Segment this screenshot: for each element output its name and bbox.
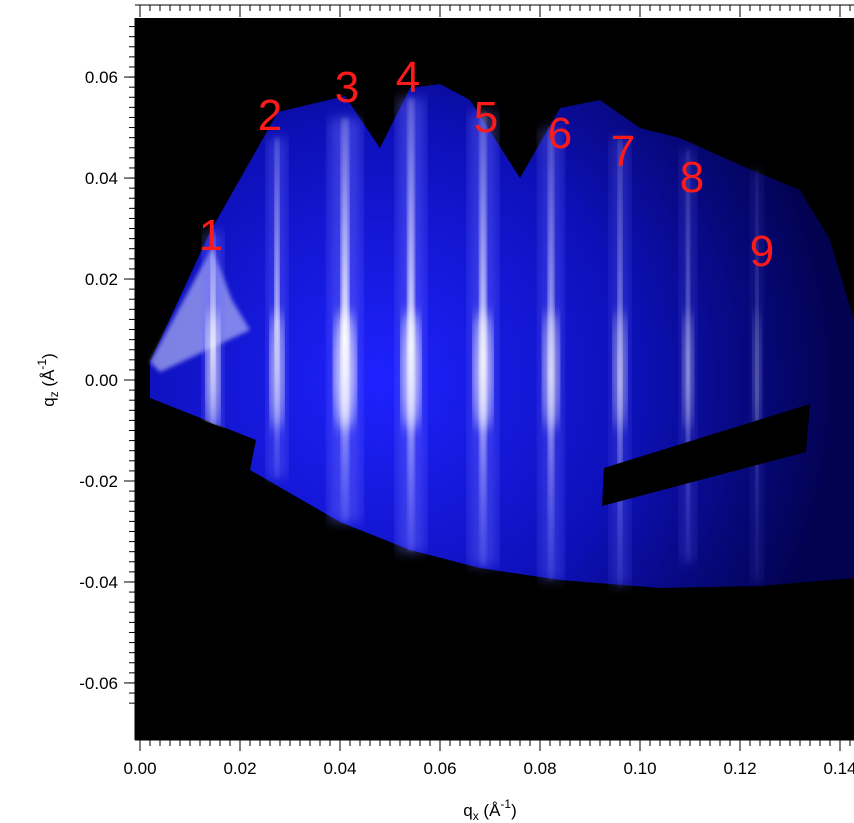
x-label-mid: (Å <box>479 801 501 820</box>
x-tick-label: 0.14 <box>823 759 854 778</box>
rod-peak <box>473 310 493 430</box>
y-tick-label: 0.04 <box>85 169 118 188</box>
y-label-base: q <box>39 397 58 406</box>
rod-peak <box>543 310 559 430</box>
x-tick-label: 0.06 <box>423 759 456 778</box>
rod-peak <box>334 310 356 430</box>
x-tick-label: 0.04 <box>323 759 356 778</box>
x-tick-label: 0.12 <box>723 759 756 778</box>
rod-peak <box>270 310 284 430</box>
y-tick-label: 0.06 <box>85 68 118 87</box>
peak-label: 4 <box>396 53 420 102</box>
peak-label: 8 <box>680 153 704 202</box>
detector-image <box>135 18 854 740</box>
x-tick-label: 0.10 <box>623 759 656 778</box>
peak-label: 2 <box>258 91 282 140</box>
rod-peak <box>753 310 761 430</box>
rod-peak <box>682 310 694 430</box>
y-tick-label: 0.00 <box>85 371 118 390</box>
rod-peak <box>206 310 220 430</box>
y-label-mid: (Å <box>39 369 58 391</box>
beamstop <box>150 400 255 470</box>
peak-label: 7 <box>611 127 635 176</box>
peak-label: 5 <box>474 93 498 142</box>
x-label-sub: x <box>473 809 479 823</box>
y-tick-label: 0.02 <box>85 270 118 289</box>
peak-label: 6 <box>548 109 572 158</box>
x-axis-label: qx (Å-1) <box>463 797 517 823</box>
x-label-sup: -1 <box>500 797 511 811</box>
x-tick-label: 0.08 <box>523 759 556 778</box>
bragg-rod <box>274 138 280 478</box>
rod-peak <box>613 310 627 430</box>
x-label-base: q <box>463 801 472 820</box>
peak-label: 3 <box>335 63 359 112</box>
y-label-end: ) <box>39 353 58 359</box>
detector-gap <box>602 404 810 506</box>
y-tick-label: -0.02 <box>79 472 118 491</box>
peak-label: 1 <box>199 211 223 260</box>
y-tick-label: -0.06 <box>79 674 118 693</box>
bright-wedge <box>150 248 250 372</box>
y-label-sub: z <box>47 391 61 397</box>
x-label-end: ) <box>511 801 517 820</box>
rod-peak <box>401 310 421 430</box>
y-label-sup: -1 <box>35 359 49 370</box>
y-tick-label: -0.04 <box>79 573 118 592</box>
peak-label: 9 <box>750 227 774 276</box>
y-axis-label: qz (Å-1) <box>35 353 61 407</box>
x-tick-label: 0.00 <box>123 759 156 778</box>
x-tick-label: 0.02 <box>223 759 256 778</box>
